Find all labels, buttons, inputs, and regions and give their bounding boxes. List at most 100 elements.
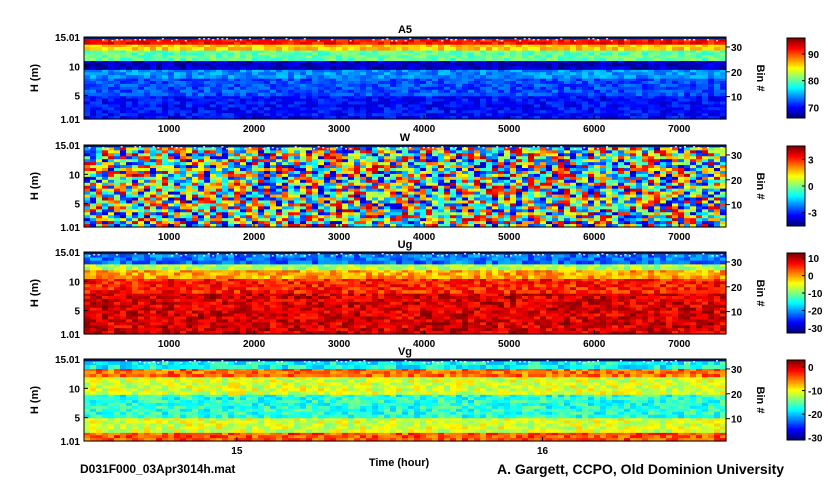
panel-title: W <box>400 132 411 144</box>
colorbar-tick-label: -20 <box>808 410 823 421</box>
colorbar-tick-label: 70 <box>808 103 820 114</box>
panel-title: A5 <box>398 24 412 36</box>
colorbar: 3 0 -3 <box>786 145 817 227</box>
credit-label: A. Gargett, CCPO, Old Dominion Universit… <box>497 461 785 477</box>
heatmap-field <box>84 147 727 228</box>
colorbar-tick-label: -3 <box>808 209 817 220</box>
y-tick-label: 5 <box>74 92 80 103</box>
surface-band <box>84 145 726 148</box>
y-tick-label: 10 <box>69 277 81 288</box>
surface-band <box>84 37 726 40</box>
y-tick-label: 1.01 <box>61 115 81 126</box>
x-tick-label: 1000 <box>158 124 181 135</box>
x-tick-label: 5000 <box>498 232 521 243</box>
bin-tick-label: 10 <box>731 415 743 426</box>
x-tick-label: 3000 <box>328 232 351 243</box>
colorbar-tick-label: -20 <box>808 306 823 317</box>
bin-tick-label: 10 <box>731 201 743 212</box>
x-tick-label: 4000 <box>413 339 436 350</box>
plot-frame <box>83 251 727 335</box>
bin-tick-label: 30 <box>731 258 743 269</box>
colorbar-tick-label: 3 <box>808 155 814 166</box>
panel-title: Ug <box>398 239 413 251</box>
bin-tick-label: 30 <box>731 365 743 376</box>
panel-vg: Vg 15.01 10 5 1.01 H (m) 30 20 10 Bin # 15 16 Time (… <box>29 346 823 469</box>
heatmap-field <box>84 361 727 442</box>
bin-tick-label: 30 <box>731 151 743 162</box>
y-tick-label: 5 <box>74 414 80 425</box>
bin-tick-label: 20 <box>731 390 743 401</box>
bin-tick-label: 10 <box>731 93 743 104</box>
y-tick-label: 1.01 <box>61 223 81 234</box>
x-tick-label: 1000 <box>158 339 181 350</box>
y-tick-label: 10 <box>69 170 81 181</box>
x-tick-label: 16 <box>537 446 549 457</box>
bin-tick-label: 30 <box>731 43 743 54</box>
bin-tick-label: 10 <box>731 308 743 319</box>
x-tick-label: 2000 <box>243 339 266 350</box>
colorbar-tick-label: -10 <box>808 289 823 300</box>
x-tick-label: 4000 <box>413 124 436 135</box>
x-tick-label: 7000 <box>668 232 691 243</box>
x-tick-label: 3000 <box>328 124 351 135</box>
filename-label: D031F000_03Apr3014h.mat <box>80 462 236 476</box>
y-tick-label: 15.01 <box>55 248 80 259</box>
x-tick-label: 6000 <box>583 339 606 350</box>
heatmap-field <box>84 254 727 335</box>
colorbar: 0 -10 -20 -30 <box>786 359 823 445</box>
bin-tick-label: 20 <box>731 176 743 187</box>
y-tick-label: 1.01 <box>61 330 81 341</box>
colorbar-tick-label: 0 <box>808 182 814 193</box>
panel-ug: Ug 15.01 10 5 1.01 H (m) 30 20 10 Bin # 1000 2000 30… <box>29 239 823 350</box>
bin-axis-label: Bin # <box>754 173 766 200</box>
plot-frame <box>83 358 727 442</box>
y-axis-label: H (m) <box>29 386 41 414</box>
bin-axis-label: Bin # <box>754 65 766 92</box>
x-tick-label: 15 <box>231 446 243 457</box>
colorbar-tick-label: 0 <box>808 272 814 283</box>
y-axis-label: H (m) <box>29 64 41 92</box>
plot-frame <box>83 144 727 228</box>
colorbar-tick-label: -30 <box>808 324 823 335</box>
panel-title: Vg <box>398 346 412 358</box>
colorbar-tick-label: 80 <box>808 77 820 88</box>
x-tick-label: 5000 <box>498 124 521 135</box>
y-tick-label: 10 <box>69 384 81 395</box>
y-tick-label: 15.01 <box>55 141 80 152</box>
x-tick-label: 7000 <box>668 124 691 135</box>
x-tick-label: 3000 <box>328 339 351 350</box>
surface-band <box>84 252 726 255</box>
bin-tick-label: 20 <box>731 283 743 294</box>
y-tick-label: 5 <box>74 200 80 211</box>
y-tick-label: 1.01 <box>61 437 81 448</box>
heatmap-field <box>84 39 727 120</box>
x-tick-label: 1000 <box>158 232 181 243</box>
y-axis-label: H (m) <box>29 172 41 200</box>
x-tick-label: 2000 <box>243 124 266 135</box>
y-tick-label: 5 <box>74 307 80 318</box>
y-tick-label: 15.01 <box>55 33 80 44</box>
bin-axis-label: Bin # <box>754 387 766 414</box>
plot-frame <box>83 36 727 120</box>
y-tick-label: 15.01 <box>55 355 80 366</box>
x-tick-label: 6000 <box>583 232 606 243</box>
bin-axis-label: Bin # <box>754 280 766 307</box>
colorbar-tick-label: 10 <box>808 254 820 265</box>
colorbar-tick-label: -30 <box>808 434 823 445</box>
x-tick-label: 6000 <box>583 124 606 135</box>
x-tick-label: 4000 <box>413 232 436 243</box>
x-tick-label: 5000 <box>498 339 521 350</box>
y-axis-label: H (m) <box>29 279 41 307</box>
bin-tick-label: 20 <box>731 68 743 79</box>
panel-a5: A5 15.01 10 5 1.01 H (m) 30 20 10 Bin # 1000 2000 30… <box>29 24 820 135</box>
x-axis-label: Time (hour) <box>369 457 430 469</box>
colorbar: 90 80 70 <box>786 37 820 119</box>
colorbar-tick-label: -10 <box>808 387 823 398</box>
x-tick-label: 7000 <box>668 339 691 350</box>
colorbar-tick-label: 0 <box>808 363 814 374</box>
colorbar: 10 0 -10 -20 -30 <box>786 252 823 335</box>
colorbar-tick-label: 90 <box>808 50 820 61</box>
x-tick-label: 2000 <box>243 232 266 243</box>
